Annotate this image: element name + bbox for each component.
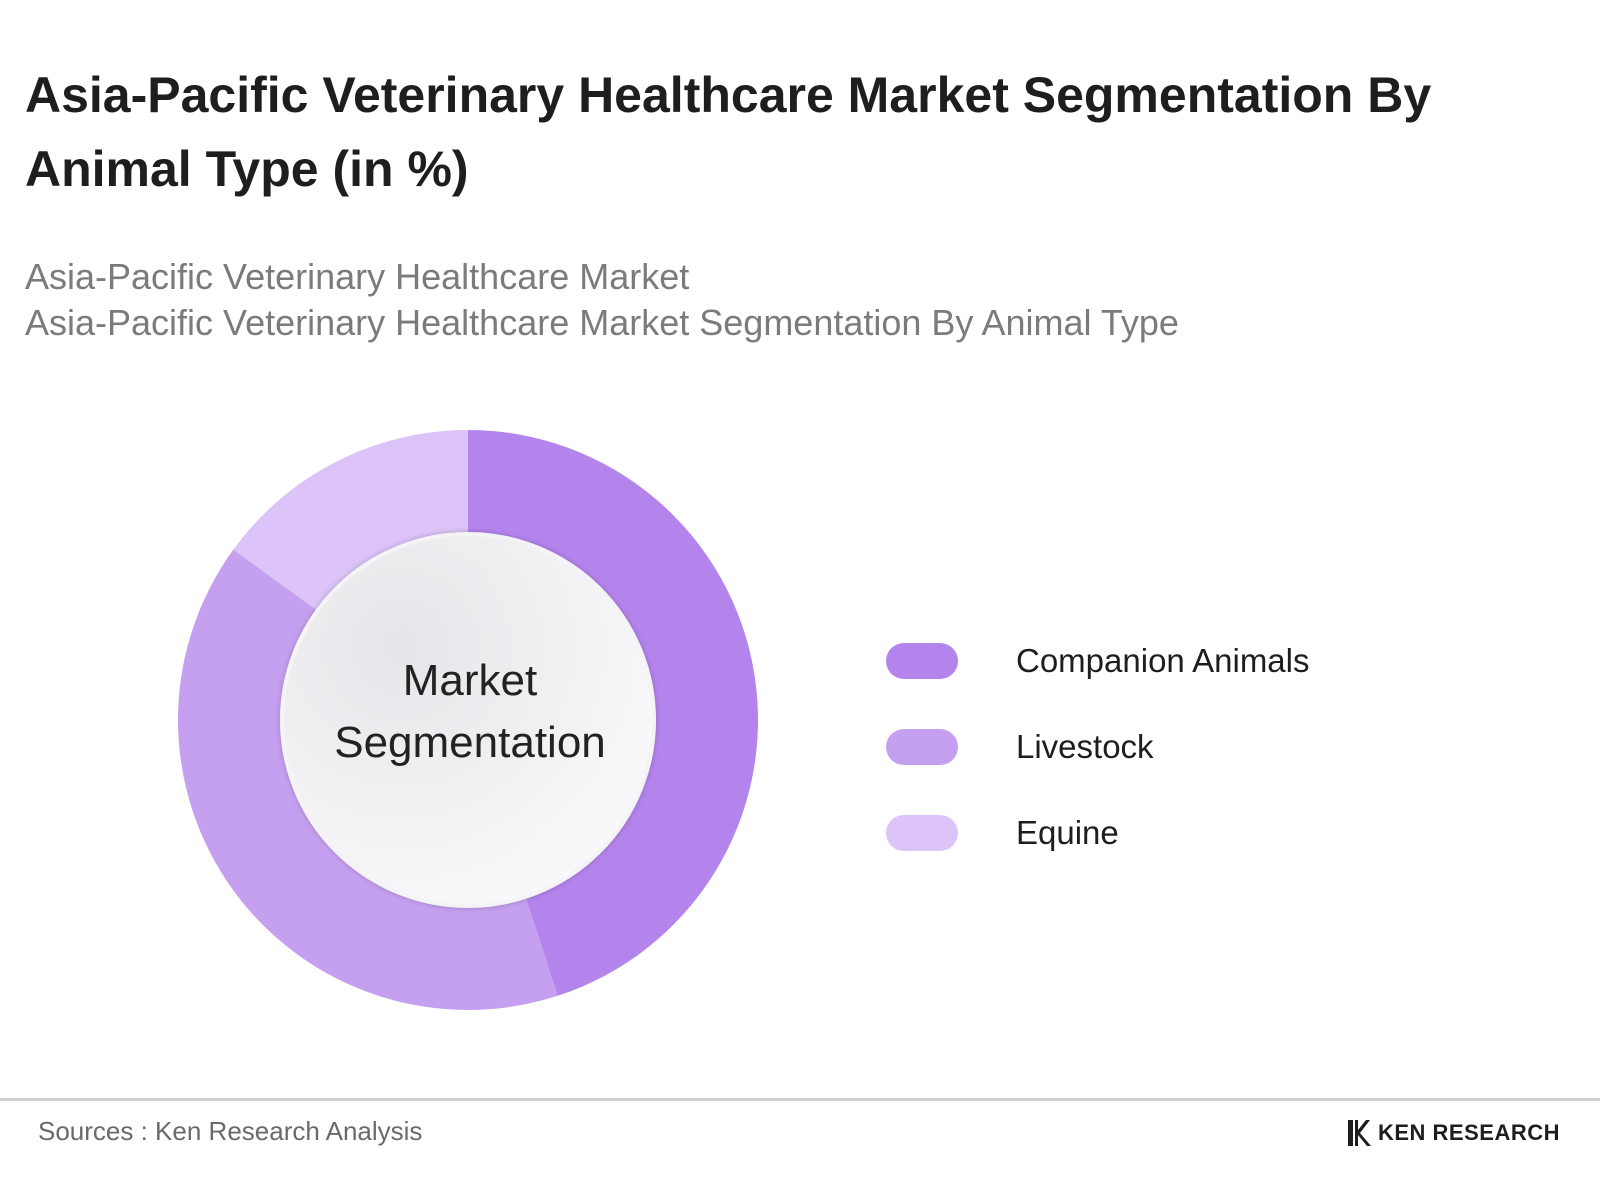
subtitle-line-2: Asia-Pacific Veterinary Healthcare Marke…	[25, 302, 1179, 343]
legend-label-livestock: Livestock	[1016, 728, 1154, 765]
chart-title: Asia-Pacific Veterinary Healthcare Marke…	[25, 67, 1432, 197]
center-label-line-1: Market	[402, 656, 538, 705]
center-label-line-2: Segmentation	[334, 718, 606, 767]
legend-label-equine: Equine	[1016, 814, 1119, 851]
donut-chart	[178, 430, 759, 1010]
subtitle-line-1: Asia-Pacific Veterinary Healthcare Marke…	[25, 256, 690, 297]
legend-label-companion-animals: Companion Animals	[1016, 642, 1310, 679]
donut-center-label: Market Segmentation	[282, 650, 658, 774]
donut-slice-companion-animals	[468, 430, 759, 996]
donut-center-disc	[280, 532, 656, 908]
legend-swatch-equine	[886, 815, 958, 851]
brand-mark: KEN RESEARCH	[1346, 1118, 1560, 1148]
legend-item-companion-animals: Companion Animals	[886, 618, 1310, 704]
chart-subtitle: Asia-Pacific Veterinary Healthcare Marke…	[25, 254, 1545, 346]
legend-item-livestock: Livestock	[886, 704, 1310, 790]
brand-name: KEN RESEARCH	[1377, 1120, 1560, 1145]
legend-item-equine: Equine	[886, 790, 1310, 876]
chart-legend: Companion Animals Livestock Equine	[886, 618, 1310, 876]
donut-slice-livestock	[178, 549, 558, 1010]
source-note: Sources : Ken Research Analysis	[38, 1116, 423, 1146]
donut-slice-equine	[233, 430, 468, 611]
legend-swatch-companion-animals	[886, 643, 958, 679]
footer-divider	[0, 1098, 1600, 1101]
legend-swatch-livestock	[886, 729, 958, 765]
donut-slices	[178, 430, 759, 1010]
ken-research-logo-icon	[1347, 1120, 1371, 1146]
